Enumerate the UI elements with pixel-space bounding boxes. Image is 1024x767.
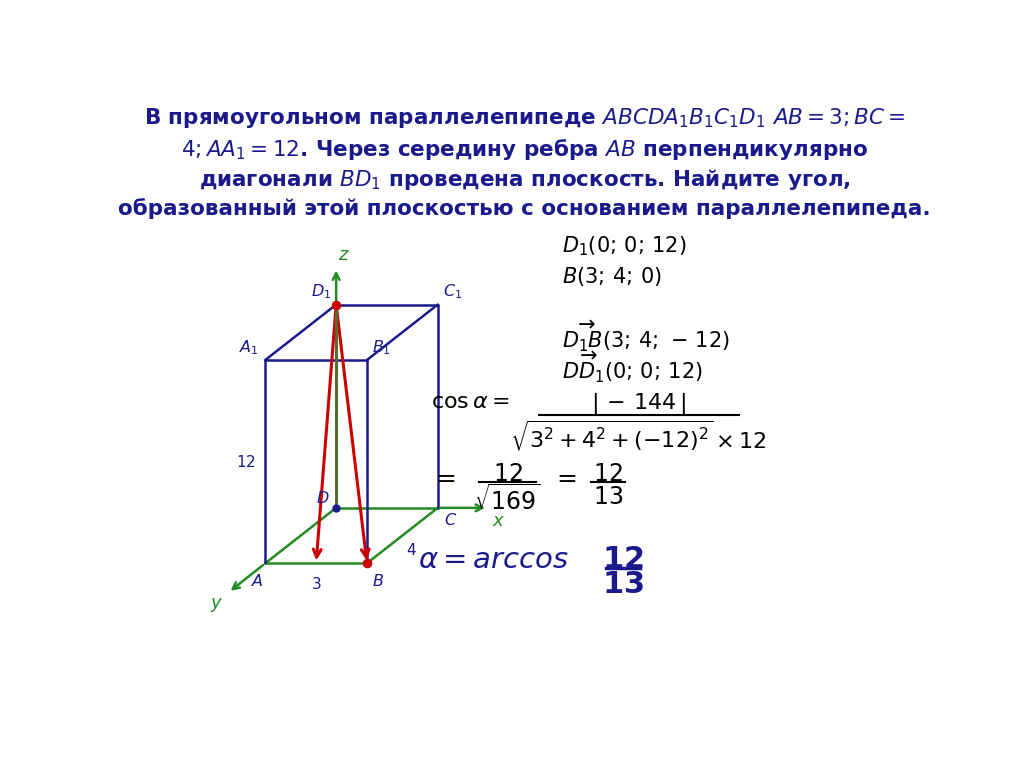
Text: $12$: $12$ (593, 462, 623, 486)
Text: $x$: $x$ (492, 512, 505, 530)
Text: $\overrightarrow{D_1B}(3;\, 4;\, -\,12)$: $\overrightarrow{D_1B}(3;\, 4;\, -\,12)$ (562, 319, 730, 354)
Text: $B_1$: $B_1$ (372, 338, 390, 357)
Point (358, 557, 375, 569)
Text: диагонали $BD_1$ проведена плоскость. Найдите угол,: диагонали $BD_1$ проведена плоскость. На… (199, 167, 851, 193)
Point (328, 298, 344, 311)
Text: $4; AA_1 = 12$. Через середину ребра $AB$ перпендикулярно: $4; AA_1 = 12$. Через середину ребра $AB… (181, 137, 868, 162)
Text: $z$: $z$ (339, 245, 350, 264)
Text: $13$: $13$ (593, 485, 623, 509)
Text: образованный этой плоскостью с основанием параллелепипеда.: образованный этой плоскостью с основание… (119, 199, 931, 219)
Text: В прямоугольном параллелепипеде $ABCDA_1B_1C_1D_1$ $AB = 3; BC =$: В прямоугольном параллелепипеде $ABCDA_1… (144, 106, 905, 130)
Text: $D$: $D$ (316, 490, 330, 506)
Text: $=$: $=$ (431, 466, 456, 489)
Text: $A_1$: $A_1$ (240, 338, 259, 357)
Text: $\mathbf{13}$: $\mathbf{13}$ (602, 570, 644, 599)
Text: $\cos\alpha =$: $\cos\alpha =$ (431, 393, 509, 413)
Text: $=$: $=$ (552, 466, 577, 489)
Text: $4$: $4$ (407, 542, 417, 558)
Text: $C$: $C$ (444, 512, 457, 528)
Point (328, 502, 344, 514)
Text: $B(3;\, 4;\, 0)$: $B(3;\, 4;\, 0)$ (562, 265, 662, 288)
Text: $\alpha = arccos$: $\alpha = arccos$ (418, 546, 569, 574)
Text: $\sqrt{3^2 + 4^2 + (-12)^2} \times 12$: $\sqrt{3^2 + 4^2 + (-12)^2} \times 12$ (510, 418, 767, 453)
Text: $D_1(0;\, 0;\, 12)$: $D_1(0;\, 0;\, 12)$ (562, 235, 686, 258)
Text: $12$: $12$ (493, 462, 522, 486)
Text: $C_1$: $C_1$ (443, 283, 462, 301)
Text: $\mathbf{12}$: $\mathbf{12}$ (602, 545, 644, 574)
Text: $|\, -\, 144\,|$: $|\, -\, 144\,|$ (591, 391, 686, 416)
Text: $D_1$: $D_1$ (311, 282, 332, 301)
Text: $\overrightarrow{DD_1}(0;\, 0;\, 12)$: $\overrightarrow{DD_1}(0;\, 0;\, 12)$ (562, 350, 702, 385)
Text: $12$: $12$ (237, 453, 256, 469)
Text: $B$: $B$ (372, 573, 384, 589)
Text: $\sqrt{169}$: $\sqrt{169}$ (474, 485, 542, 515)
Text: $3$: $3$ (311, 575, 322, 591)
Text: $A$: $A$ (251, 572, 264, 588)
Text: $y$: $y$ (210, 597, 223, 614)
